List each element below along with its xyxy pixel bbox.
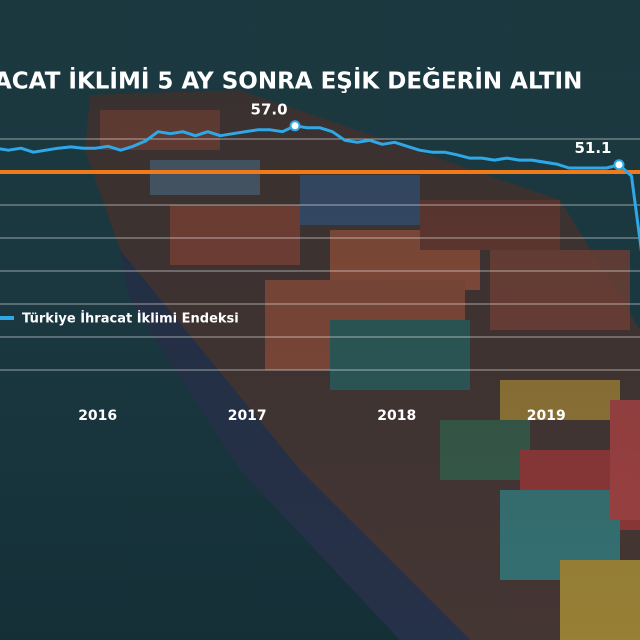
- x-tick-label: 2019: [527, 408, 566, 424]
- legend-label: Türkiye İhracat İklimi Endeksi: [22, 311, 239, 327]
- legend: Türkiye İhracat İklimi Endeksi: [0, 311, 239, 327]
- x-tick-label: 2017: [228, 408, 267, 424]
- data-point: [613, 159, 625, 171]
- data-line: [0, 124, 640, 252]
- data-point: [289, 120, 301, 132]
- plot: 57.0 51.1: [0, 100, 640, 371]
- x-tick-label: 2018: [377, 408, 416, 424]
- chart-title: ACAT İKLİMİ 5 AY SONRA EŞİK DEĞERİN ALTI…: [0, 67, 582, 95]
- data-label: 51.1: [574, 139, 611, 157]
- x-tick-label: 2016: [78, 408, 117, 424]
- data-label: 57.0: [251, 100, 288, 118]
